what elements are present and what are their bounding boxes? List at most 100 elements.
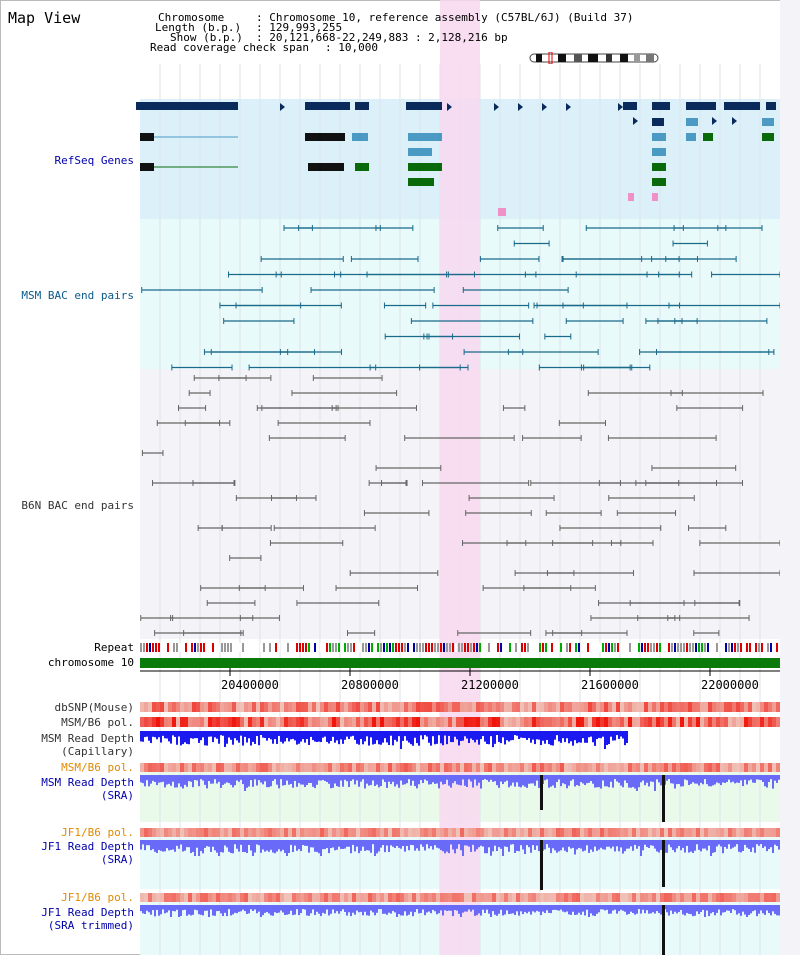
msm-pol-cell — [432, 717, 436, 727]
jf1-pol-cell — [380, 828, 384, 837]
track-label-msm-depth-cap-1[interactable]: MSM Read Depth — [41, 732, 134, 745]
track-label-refseq[interactable]: RefSeq Genes — [54, 154, 134, 167]
jf1-depth-sra-bar — [548, 840, 550, 848]
jf1-pol-cell — [368, 828, 372, 837]
msm-depth-cap-bar — [498, 731, 500, 742]
msm-depth-cap-bar — [164, 731, 166, 739]
msm-pol-cell — [572, 717, 576, 727]
msm-depth-sra-bar — [744, 775, 746, 780]
jf1-pol2-cell — [312, 893, 316, 902]
track-label-msm-depth-sra-2[interactable]: (SRA) — [100, 789, 134, 802]
msm-depth-cap-bar — [366, 731, 368, 737]
track-label-dbsnp[interactable]: dbSNP(Mouse) — [54, 701, 134, 714]
msm-depth-sra-bar — [276, 775, 278, 785]
refseq-gene — [652, 163, 666, 171]
track-label-jf1-depth-trim-1[interactable]: JF1 Read Depth — [41, 906, 134, 919]
track-label-jf1-depth-sra-2[interactable]: (SRA) — [100, 853, 134, 866]
dbsnp-cell — [396, 702, 400, 712]
msm-depth-cap-bar — [512, 731, 514, 741]
refseq-gene — [355, 102, 369, 110]
jf1-pol-cell — [464, 828, 468, 837]
jf1-pol2-cell — [756, 893, 760, 902]
jf1-pol2-cell — [460, 893, 464, 902]
chromosome-ideogram[interactable] — [528, 52, 660, 64]
msm-depth-sra-bar — [490, 775, 492, 780]
msm-pol2-cell — [432, 763, 436, 772]
jf1-depth-trim-bar — [570, 905, 572, 915]
jf1-depth-sra-bar — [196, 840, 198, 848]
track-label-msm-b6-pol-2[interactable]: MSM/B6 pol. — [61, 761, 134, 774]
jf1-depth-sra-bar — [388, 840, 390, 852]
track-label-jf1-pol-2[interactable]: JF1/B6 pol. — [61, 891, 134, 904]
track-label-msm-b6-pol[interactable]: MSM/B6 pol. — [61, 716, 134, 729]
repeat-block — [419, 643, 421, 652]
repeat-block — [653, 643, 655, 652]
msm-depth-sra-bar — [336, 775, 338, 787]
jf1-pol-cell — [764, 828, 768, 837]
msm-pol-cell — [376, 717, 380, 727]
repeat-block — [167, 643, 169, 652]
msm-pol-cell — [436, 717, 440, 727]
track-label-b6n-bac[interactable]: B6N BAC end pairs — [21, 499, 134, 512]
track-label-repeat[interactable]: Repeat — [94, 641, 134, 654]
msm-depth-sra-bar — [576, 775, 578, 786]
msm-depth-cap-bar — [616, 731, 618, 736]
msm-depth-sra-bar — [406, 775, 408, 784]
msm-depth-sra-bar — [758, 775, 760, 780]
msm-depth-sra-bar — [142, 775, 144, 784]
track-label-msm-bac[interactable]: MSM BAC end pairs — [21, 289, 134, 302]
jf1-depth-trim-bar — [546, 905, 548, 911]
refseq-gene — [355, 163, 369, 171]
track-label-jf1-depth-trim-2[interactable]: (SRA trimmed) — [47, 919, 134, 932]
jf1-pol-cell — [492, 828, 496, 837]
jf1-depth-trim-bar — [368, 905, 370, 916]
msm-pol2-cell — [220, 763, 224, 772]
msm-depth-sra-bar — [398, 775, 400, 788]
jf1-pol-cell — [572, 828, 576, 837]
msm-pol-cell — [768, 717, 772, 727]
msm-depth-sra-bar — [538, 775, 540, 788]
msm-pol-cell — [684, 717, 688, 727]
track-label-jf1-depth-sra-1[interactable]: JF1 Read Depth — [41, 840, 134, 853]
dbsnp-cell — [508, 702, 512, 712]
msm-depth-cap-bar — [582, 731, 584, 739]
jf1-depth-sra-bar — [712, 840, 714, 853]
repeat-block — [632, 643, 634, 652]
repeat-block — [281, 643, 283, 652]
jf1-depth-trim-bar — [366, 905, 368, 916]
repeat-block — [389, 643, 391, 652]
msm-depth-sra-bar — [268, 775, 270, 788]
jf1-pol-cell — [580, 828, 584, 837]
jf1-depth-sra-bar — [428, 840, 430, 849]
msm-depth-cap-bar — [212, 731, 214, 743]
refseq-gene — [724, 102, 760, 110]
dbsnp-cell — [652, 702, 656, 712]
msm-depth-sra-bar — [614, 775, 616, 780]
jf1-pol2-cell — [616, 893, 620, 902]
jf1-depth-trim-bar — [328, 905, 330, 916]
msm-depth-sra-bar — [580, 775, 582, 783]
track-label-jf1-pol-1[interactable]: JF1/B6 pol. — [61, 826, 134, 839]
repeat-block — [464, 643, 466, 652]
msm-pol2-cell — [340, 763, 344, 772]
track-label-chromosome[interactable]: chromosome 10 — [47, 656, 134, 669]
jf1-depth-trim-bar — [592, 905, 594, 916]
track-label-msm-depth-sra-1[interactable]: MSM Read Depth — [41, 776, 134, 789]
msm-pol-cell — [592, 717, 596, 727]
msm-pol-cell — [392, 717, 396, 727]
msm-pol-cell — [340, 717, 344, 727]
jf1-pol2-cell — [752, 893, 756, 902]
jf1-depth-sra-bar — [402, 840, 404, 847]
repeat-block — [158, 643, 160, 652]
msm-depth-sra-bar — [274, 775, 276, 780]
msm-pol2-cell — [160, 763, 164, 772]
jf1-depth-trim-bar — [184, 905, 186, 910]
jf1-depth-sra-bar — [248, 840, 250, 845]
track-label-msm-depth-cap-2[interactable]: (Capillary) — [61, 745, 134, 758]
msm-depth-sra-bar — [578, 775, 580, 786]
jf1-depth-trim-bar — [420, 905, 422, 913]
dbsnp-cell — [532, 702, 536, 712]
msm-pol2-cell — [556, 763, 560, 772]
jf1-pol-cell — [708, 828, 712, 837]
